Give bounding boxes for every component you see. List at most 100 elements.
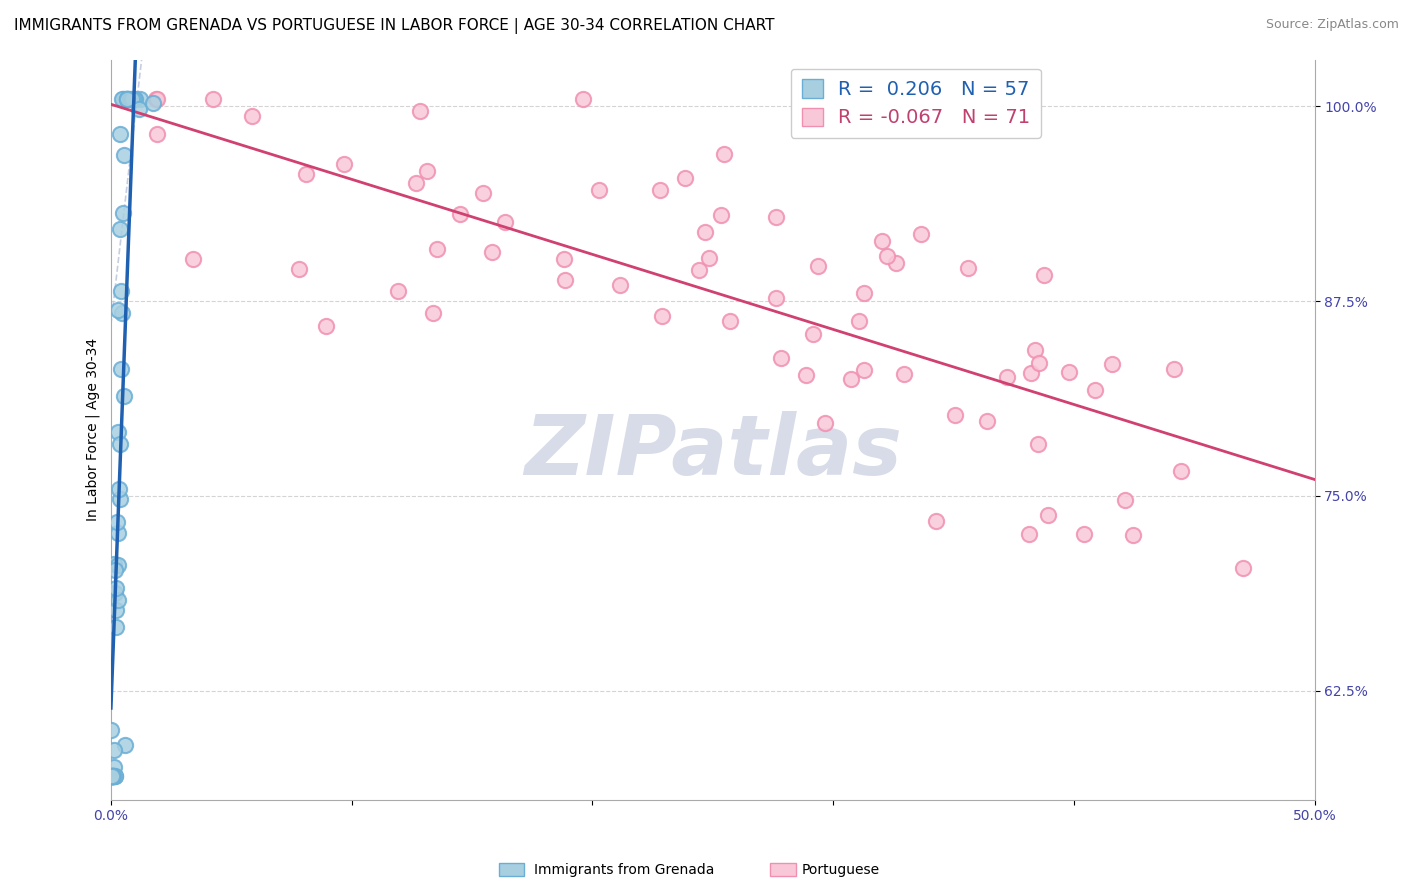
- Point: [107, 593, 129, 607]
- Point: [588, 183, 610, 197]
- Point: [108, 437, 131, 451]
- Point: [104, 769, 127, 783]
- Point: [101, 769, 124, 783]
- Point: [115, 91, 138, 105]
- Point: [807, 259, 830, 273]
- Point: [422, 306, 444, 320]
- Point: [114, 738, 136, 752]
- Point: [695, 225, 717, 239]
- Point: [115, 91, 138, 105]
- Point: [103, 743, 125, 757]
- Point: [471, 186, 494, 200]
- Point: [240, 109, 263, 123]
- Point: [673, 170, 696, 185]
- Point: [1232, 561, 1254, 575]
- Point: [288, 262, 311, 277]
- Point: [101, 769, 124, 783]
- Point: [110, 285, 132, 299]
- Point: [101, 769, 124, 783]
- Point: [801, 327, 824, 342]
- Point: [1028, 356, 1050, 370]
- Point: [101, 769, 124, 783]
- Point: [893, 367, 915, 381]
- Point: [333, 157, 356, 171]
- Point: [121, 91, 143, 105]
- Point: [110, 361, 132, 376]
- Point: [107, 525, 129, 540]
- Point: [494, 215, 516, 229]
- Point: [107, 558, 129, 572]
- Point: [976, 414, 998, 428]
- Point: [114, 148, 136, 162]
- Text: Immigrants from Grenada: Immigrants from Grenada: [534, 863, 714, 877]
- Point: [107, 482, 129, 496]
- Point: [103, 760, 125, 774]
- Point: [104, 769, 127, 783]
- Point: [104, 586, 127, 600]
- Point: [111, 206, 134, 220]
- Point: [718, 313, 741, 327]
- Point: [1059, 366, 1081, 380]
- Point: [105, 603, 128, 617]
- Point: [853, 363, 876, 377]
- Point: [814, 417, 837, 431]
- Point: [713, 147, 735, 161]
- Text: IMMIGRANTS FROM GRENADA VS PORTUGUESE IN LABOR FORCE | AGE 30-34 CORRELATION CHA: IMMIGRANTS FROM GRENADA VS PORTUGUESE IN…: [14, 18, 775, 34]
- Point: [405, 176, 427, 190]
- Point: [105, 515, 128, 529]
- Point: [124, 91, 146, 105]
- Point: [103, 769, 125, 783]
- Point: [876, 249, 898, 263]
- Point: [101, 769, 124, 783]
- Point: [103, 557, 125, 571]
- Point: [710, 209, 733, 223]
- Point: [202, 91, 225, 105]
- Point: [1170, 464, 1192, 478]
- Point: [572, 91, 595, 105]
- Point: [122, 91, 145, 105]
- Point: [111, 306, 134, 320]
- Point: [770, 351, 793, 365]
- Point: [1036, 508, 1059, 523]
- Point: [100, 723, 122, 737]
- Point: [117, 91, 139, 105]
- Point: [104, 620, 127, 634]
- Point: [648, 183, 671, 197]
- Point: [1073, 527, 1095, 541]
- Point: [839, 371, 862, 385]
- Point: [315, 319, 337, 334]
- Point: [118, 91, 141, 105]
- Point: [117, 91, 139, 105]
- Point: [945, 408, 967, 422]
- Point: [884, 256, 907, 270]
- Legend: R =  0.206   N = 57, R = -0.067   N = 71: R = 0.206 N = 57, R = -0.067 N = 71: [790, 69, 1040, 138]
- Point: [481, 244, 503, 259]
- Point: [142, 96, 165, 111]
- Point: [765, 210, 787, 224]
- Point: [112, 91, 135, 105]
- Point: [925, 514, 948, 528]
- Point: [416, 164, 439, 178]
- Point: [294, 167, 316, 181]
- Point: [1033, 268, 1056, 282]
- Point: [101, 769, 124, 783]
- Point: [699, 251, 721, 265]
- Point: [104, 564, 127, 578]
- Point: [848, 314, 870, 328]
- Point: [554, 273, 576, 287]
- Point: [107, 303, 129, 318]
- Point: [853, 286, 876, 301]
- Point: [117, 91, 139, 105]
- Point: [107, 425, 129, 440]
- Point: [1018, 526, 1040, 541]
- Point: [128, 103, 150, 117]
- Point: [956, 260, 979, 275]
- Point: [387, 285, 409, 299]
- Point: [129, 91, 152, 105]
- Point: [101, 769, 124, 783]
- Y-axis label: In Labor Force | Age 30-34: In Labor Force | Age 30-34: [86, 338, 100, 521]
- Point: [1084, 383, 1107, 397]
- Point: [1163, 362, 1185, 376]
- Point: [1026, 436, 1049, 450]
- Point: [104, 581, 127, 595]
